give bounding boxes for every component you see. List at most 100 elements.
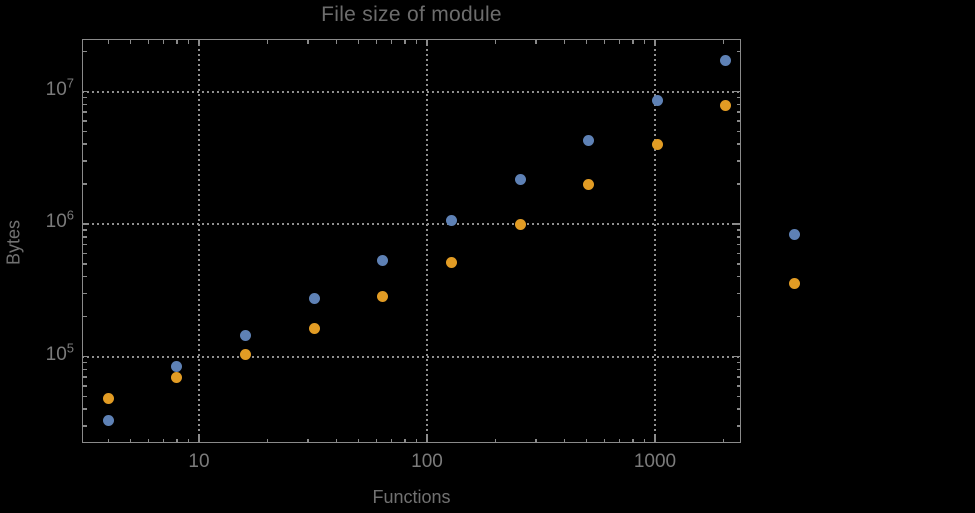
- x-tick-mark: [415, 438, 418, 442]
- data-point-blue: [583, 134, 595, 146]
- x-tick-mark: [426, 436, 428, 442]
- data-point-orange: [651, 138, 663, 150]
- y-tick-mark: [736, 275, 740, 278]
- x-gridline: [198, 39, 200, 443]
- y-tick-mark: [83, 96, 87, 99]
- x-tick-label: 100: [411, 451, 443, 472]
- y-tick-mark: [736, 315, 740, 318]
- x-tick-mark: [654, 40, 656, 46]
- y-tick-mark: [736, 368, 740, 371]
- y-tick-mark: [83, 408, 87, 410]
- y-tick-mark: [83, 385, 87, 387]
- data-point-blue: [445, 214, 457, 226]
- x-tick-label: 1000: [633, 451, 677, 472]
- x-gridline: [426, 39, 428, 443]
- x-tick-mark: [176, 40, 178, 44]
- y-tick-mark: [83, 368, 87, 371]
- y-tick-mark: [736, 160, 740, 162]
- x-tick-mark: [176, 438, 178, 442]
- data-point-orange: [583, 178, 595, 190]
- x-gridline: [654, 39, 656, 443]
- y-tick-mark: [83, 395, 87, 398]
- y-tick-mark: [736, 263, 740, 265]
- x-tick-mark: [266, 438, 269, 442]
- data-point-orange: [720, 99, 732, 111]
- x-tick-mark: [198, 40, 200, 46]
- y-tick-mark: [83, 263, 87, 265]
- x-tick-mark: [390, 438, 393, 442]
- y-tick-mark: [83, 275, 87, 278]
- x-tick-label: 10: [188, 451, 210, 472]
- x-tick-mark: [563, 438, 566, 442]
- y-tick-label: 105: [45, 340, 74, 365]
- data-point-orange: [789, 277, 801, 289]
- data-point-blue: [514, 174, 526, 186]
- x-tick-mark: [307, 40, 309, 44]
- x-tick-mark: [187, 438, 190, 442]
- x-tick-mark: [535, 438, 537, 442]
- y-tick-mark: [83, 252, 87, 255]
- x-tick-mark: [129, 40, 132, 44]
- data-point-orange: [240, 349, 252, 361]
- x-tick-mark: [357, 438, 360, 442]
- y-tick-mark: [736, 425, 740, 427]
- x-tick-mark: [375, 40, 378, 44]
- x-tick-mark: [494, 40, 497, 44]
- y-tick-mark: [736, 50, 740, 53]
- y-tick-mark: [736, 120, 740, 122]
- y-tick-label: 106: [45, 207, 74, 232]
- y-tick-mark: [736, 96, 740, 99]
- y-tick-mark: [736, 183, 740, 185]
- data-point-orange: [445, 256, 457, 268]
- y-tick-mark: [83, 243, 87, 246]
- x-tick-mark: [618, 40, 621, 44]
- x-axis-label: Functions: [372, 487, 451, 507]
- data-point-blue: [651, 94, 663, 106]
- y-tick-mark: [734, 223, 740, 225]
- y-tick-mark: [83, 50, 87, 53]
- data-point-blue: [377, 254, 389, 266]
- y-tick-mark: [83, 425, 87, 427]
- y-tick-mark: [736, 376, 740, 378]
- x-tick-mark: [585, 40, 588, 44]
- x-tick-mark: [147, 438, 150, 442]
- data-point-orange: [377, 290, 389, 302]
- y-tick-mark: [736, 103, 740, 106]
- plot-title: File size of module: [321, 3, 502, 26]
- y-tick-mark: [736, 292, 740, 295]
- y-tick-mark: [736, 385, 740, 387]
- y-tick-mark: [83, 355, 89, 358]
- y-tick-mark: [736, 130, 740, 133]
- y-tick-mark: [736, 111, 740, 113]
- y-tick-mark: [83, 236, 87, 238]
- y-tick-mark: [83, 223, 89, 225]
- x-tick-mark: [404, 40, 406, 44]
- x-tick-mark: [654, 436, 656, 442]
- data-point-orange: [514, 218, 526, 230]
- plot-frame: [82, 39, 741, 443]
- x-tick-mark: [375, 438, 378, 442]
- y-tick-mark: [736, 143, 740, 145]
- y-gridline: [82, 355, 741, 358]
- y-gridline: [82, 90, 741, 93]
- x-tick-mark: [563, 40, 566, 44]
- x-tick-mark: [357, 40, 360, 44]
- data-point-blue: [171, 361, 183, 373]
- data-point-blue: [789, 229, 801, 241]
- y-tick-mark: [736, 236, 740, 238]
- y-gridline: [82, 223, 741, 225]
- y-tick-mark: [83, 111, 87, 113]
- y-tick-mark: [83, 183, 87, 185]
- data-point-blue: [102, 414, 114, 426]
- x-tick-mark: [162, 438, 165, 442]
- data-point-orange: [308, 322, 320, 334]
- x-tick-mark: [585, 438, 588, 442]
- y-tick-mark: [83, 120, 87, 122]
- x-tick-mark: [632, 438, 634, 442]
- y-tick-mark: [736, 229, 740, 231]
- y-tick-mark: [83, 160, 87, 162]
- x-tick-mark: [404, 438, 406, 442]
- x-tick-mark: [632, 40, 634, 44]
- y-tick-mark: [734, 90, 740, 93]
